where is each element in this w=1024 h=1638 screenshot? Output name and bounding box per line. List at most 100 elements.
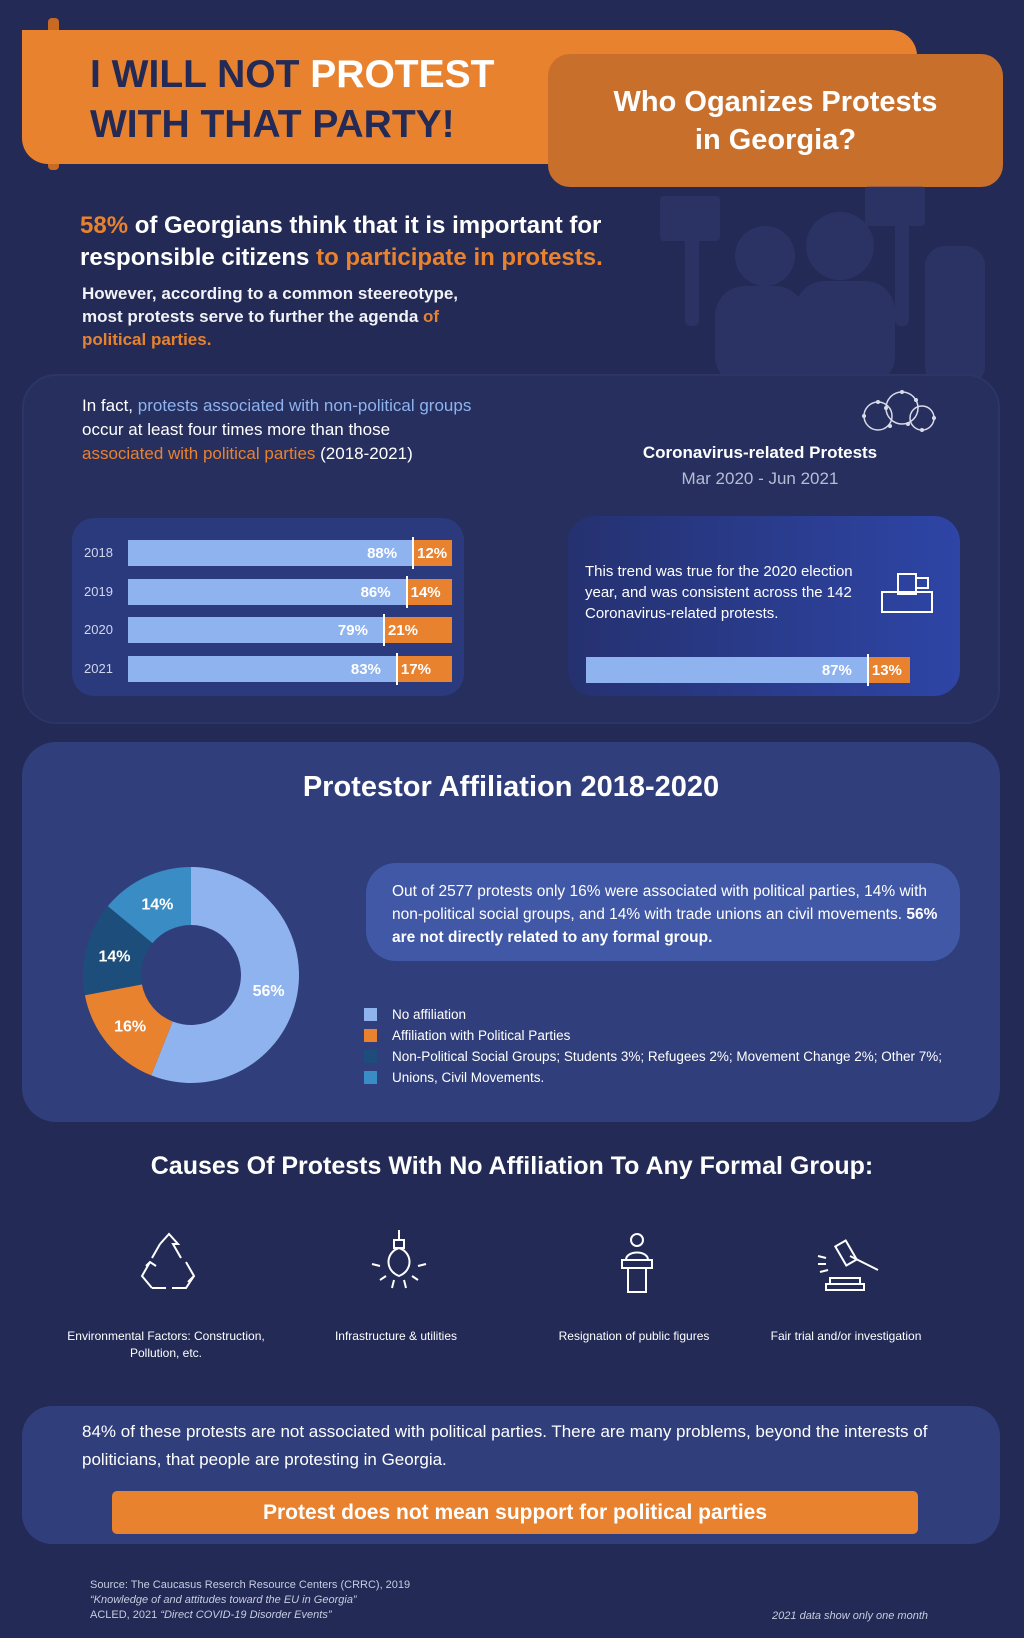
donut-slice-label: 56% <box>253 983 285 1000</box>
coronavirus-icon <box>862 390 936 432</box>
bar-segment-political: 14% <box>406 578 452 605</box>
legend-swatch <box>364 1029 377 1042</box>
intro-stat-pct: 58% <box>80 212 129 239</box>
protest-crowd-icon <box>660 186 985 386</box>
donut-slice <box>84 984 173 1076</box>
trend-text-e: (2018-2021) <box>315 444 413 463</box>
donut-slice-label: 14% <box>141 897 173 914</box>
bar-segment-political: 21% <box>383 617 452 643</box>
title-line1-a: I WILL NOT <box>90 53 311 96</box>
bar-value-label: 87% <box>821 662 852 679</box>
info-text-b: 56% are not directly related to any form… <box>392 906 938 946</box>
donut-slice <box>83 906 153 996</box>
legend-swatch <box>364 1071 377 1084</box>
cause-label: Environmental Factors: Construction, Pol… <box>67 1329 265 1360</box>
intro-stat-b: to participate in protests. <box>316 244 603 271</box>
legend-label: Affiliation with Political Parties <box>392 1028 571 1043</box>
bar-segment-non-political: 88% <box>128 540 414 566</box>
bar-category-label: 2021 <box>84 660 113 676</box>
legend-swatch <box>364 1050 377 1063</box>
conclusion-banner: Protest does not mean support for politi… <box>112 1491 918 1534</box>
intro-sub-b: of political parties. <box>82 307 440 349</box>
bar-track: 88% 12% <box>128 537 452 569</box>
cause-environmental: Environmental Factors: Construction, Pol… <box>66 1230 266 1370</box>
bar-track: 83% 17% <box>128 652 452 685</box>
causes-title: Causes Of Protests With No Affiliation T… <box>150 1152 874 1180</box>
corona-title: Coronavirus-related Protests <box>642 443 878 462</box>
bar-row: 87% 13% <box>586 654 978 686</box>
source-line-2: “Knowledge of and attitudes toward the E… <box>90 1594 357 1606</box>
podium-speaker-icon <box>621 1233 653 1293</box>
affiliation-title: Protestor Affiliation 2018-2020 <box>302 771 720 803</box>
bar-segment-non-political: 87% <box>586 657 868 683</box>
bar-divider <box>382 614 385 646</box>
title-line1-b: PROTEST <box>310 53 495 96</box>
trend-text-d: associated with political parties <box>82 444 316 463</box>
bar-category-label: 2019 <box>84 583 113 599</box>
bar-value-label: 17% <box>400 660 431 678</box>
bar-row: 2018 88% 12% <box>72 537 464 569</box>
conclusion-text: 84% of these protests are not associated… <box>82 1422 928 1469</box>
bar-value-label: 21% <box>387 622 418 639</box>
corona-description: This trend was true for the 2020 electio… <box>585 563 853 622</box>
bar-track: 79% 21% <box>128 614 452 646</box>
bar-category-label: 2020 <box>84 622 113 637</box>
trend-text-c: occur at least four times more than thos… <box>82 420 391 439</box>
cause-label: Infrastructure & utilities <box>334 1329 458 1343</box>
intro-stat-a: of Georgians think that it is important … <box>80 212 602 271</box>
subtitle: Who Oganizes Protests in Georgia? <box>613 85 938 156</box>
intro-subtext: However, according to a common steereoty… <box>82 282 502 351</box>
bar-value-label: 83% <box>350 660 381 678</box>
source-line-3a: ACLED, 2021 <box>90 1609 161 1621</box>
gavel-icon <box>817 1239 879 1291</box>
bar-divider <box>395 652 398 685</box>
intro-sub-a: However, according to a common steereoty… <box>82 284 459 326</box>
footnote: 2021 data show only one month <box>772 1610 928 1622</box>
bar-value-label: 13% <box>871 662 902 679</box>
bar-segment-non-political: 79% <box>128 617 384 643</box>
bar-value-label: 88% <box>367 545 398 562</box>
bar-category-label: 2018 <box>84 545 113 560</box>
cause-resignation: Resignation of public figures <box>534 1230 734 1370</box>
affiliation-info-text: Out of 2577 protests only 16% were assoc… <box>392 880 952 949</box>
intro-stat: 58% of Georgians think that it is import… <box>80 210 680 274</box>
bar-value-label: 12% <box>417 545 448 562</box>
cause-infrastructure: Infrastructure & utilities <box>296 1230 496 1370</box>
cause-label: Resignation of public figures <box>558 1329 710 1343</box>
donut-slice-label: 16% <box>114 1018 146 1035</box>
source-line-3b: “Direct COVID-19 Disorder Events” <box>160 1609 332 1621</box>
legend-label: Unions, Civil Movements. <box>392 1070 545 1085</box>
bar-value-label: 79% <box>337 622 368 639</box>
recycle-icon <box>140 1232 196 1289</box>
lightbulb-icon <box>371 1230 427 1289</box>
bar-segment-non-political: 86% <box>128 578 407 605</box>
bar-row: 2021 83% 17% <box>72 652 464 685</box>
bar-segment-political: 13% <box>867 657 910 683</box>
bar-value-label: 86% <box>360 583 391 601</box>
legend-label: Non-Political Social Groups; Students 3%… <box>392 1049 943 1064</box>
bar-track: 86% 14% <box>128 575 452 608</box>
bar-divider <box>412 537 415 569</box>
source-line-1: Source: The Caucasus Reserch Resource Ce… <box>90 1579 411 1591</box>
legend-swatch <box>364 1008 377 1021</box>
bar-segment-political: 12% <box>413 540 452 566</box>
info-text-a: Out of 2577 protests only 16% were assoc… <box>392 883 928 923</box>
page-title: I WILL NOT PROTEST WITH THAT PARTY! <box>90 50 550 150</box>
cause-fair-trial: Fair trial and/or investigation <box>746 1230 946 1370</box>
source-citation: Source: The Caucasus Reserch Resource Ce… <box>90 1578 690 1623</box>
affiliation-donut-chart: 56% 16% 14% 14% <box>83 867 299 1083</box>
bar-segment-political: 17% <box>396 655 452 682</box>
donut-slice-label: 14% <box>98 948 130 965</box>
cause-label: Fair trial and/or investigation <box>770 1329 922 1343</box>
legend-label: No affiliation <box>392 1007 467 1022</box>
bar-value-label: 14% <box>410 583 441 601</box>
subtitle-box: Who Oganizes Protests in Georgia? <box>548 54 1003 187</box>
trend-text-a: In fact, <box>82 396 138 415</box>
bar-track: 87% 13% <box>586 654 910 686</box>
bar-divider <box>866 654 869 686</box>
donut-slice <box>107 867 191 944</box>
affiliation-info-box <box>366 863 960 961</box>
bar-row: 2019 86% 14% <box>72 575 464 608</box>
bar-row: 2020 79% 21% <box>72 614 464 646</box>
conclusion-banner-text: Protest does not mean support for politi… <box>262 1500 768 1524</box>
